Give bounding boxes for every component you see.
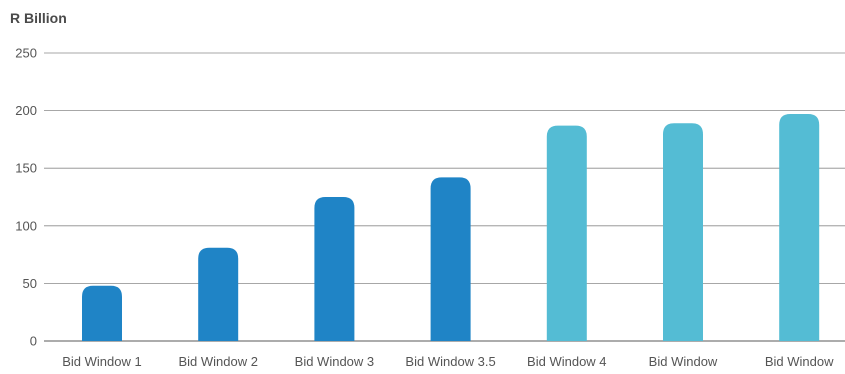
y-tick-label: 50: [23, 276, 37, 291]
x-tick-label: Bid Window: [649, 354, 718, 369]
bar: [198, 247, 239, 341]
y-tick-label: 250: [15, 46, 37, 61]
x-tick-label: Bid Window 4: [527, 354, 606, 369]
x-tick-label: Bid Window 3: [295, 354, 374, 369]
y-axis-label: R Billion: [10, 10, 67, 26]
bar: [779, 114, 820, 341]
x-tick-label: Bid Window 2: [178, 354, 257, 369]
y-tick-label: 200: [15, 103, 37, 118]
bar: [430, 177, 471, 341]
bar: [82, 285, 122, 341]
x-tick-label: Bid Window 1: [62, 354, 141, 369]
x-tick-label: Bid Window: [765, 354, 834, 369]
bar: [546, 125, 587, 342]
bar: [314, 197, 355, 341]
y-tick-label: 100: [15, 218, 37, 233]
bar: [663, 123, 703, 341]
x-tick-label: Bid Window 3.5: [405, 354, 495, 369]
y-tick-label: 0: [30, 334, 37, 349]
y-tick-label: 150: [15, 161, 37, 176]
